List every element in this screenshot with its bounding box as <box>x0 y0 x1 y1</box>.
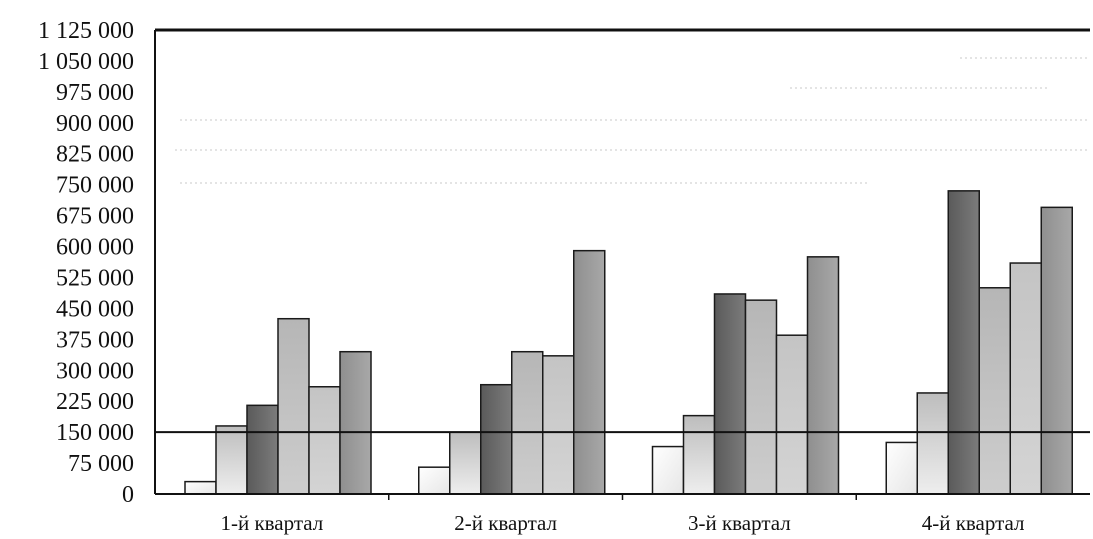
bar <box>806 256 840 495</box>
bar <box>418 466 451 495</box>
y-tick-label: 675 000 <box>56 204 134 230</box>
x-tick-label: 1-й квартал <box>220 511 323 535</box>
bar <box>308 386 341 495</box>
bar <box>1009 262 1042 495</box>
y-tick-label: 150 000 <box>56 420 134 446</box>
bar <box>916 392 949 495</box>
x-tick-label: 4-й квартал <box>922 511 1025 535</box>
y-axis-ticks: 0 75 000 150 000 225 000 300 000 375 000 450 0… <box>38 18 134 508</box>
bar <box>480 383 513 495</box>
y-tick-label: 75 000 <box>68 451 134 477</box>
bar <box>1040 206 1073 495</box>
y-tick-label: 1 125 000 <box>38 18 134 44</box>
y-tick-label: 375 000 <box>56 327 134 353</box>
bar <box>246 404 279 495</box>
y-tick-label: 975 000 <box>56 80 134 106</box>
y-tick-label: 300 000 <box>56 358 134 384</box>
y-tick-label: 225 000 <box>56 389 134 415</box>
bar <box>511 350 544 495</box>
bar <box>775 334 809 495</box>
bar <box>573 249 606 495</box>
bar <box>215 425 248 495</box>
bar <box>885 441 918 495</box>
x-axis-categories: 1-й квартал 2-й квартал 3-й квартал 4-й ква… <box>220 494 1025 535</box>
y-tick-label: 825 000 <box>56 142 134 168</box>
bar <box>184 480 217 495</box>
y-tick-label: 900 000 <box>56 111 134 137</box>
bar <box>978 287 1011 495</box>
bar <box>277 317 310 495</box>
bar <box>744 299 778 495</box>
x-tick-label: 3-й квартал <box>688 511 791 535</box>
bar <box>682 414 716 495</box>
y-tick-label: 450 000 <box>56 296 134 322</box>
y-tick-label: 1 050 000 <box>38 49 134 75</box>
bar <box>542 355 575 495</box>
plot-area <box>154 28 1090 495</box>
bar <box>339 350 372 495</box>
bar <box>449 431 482 495</box>
bar <box>947 190 980 495</box>
y-tick-label: 600 000 <box>56 235 134 261</box>
x-tick-label: 2-й квартал <box>454 511 557 535</box>
y-tick-label: 525 000 <box>56 265 134 291</box>
y-tick-label: 0 <box>122 482 134 508</box>
bar <box>713 293 747 495</box>
bar <box>651 445 685 495</box>
y-tick-label: 750 000 <box>56 173 134 199</box>
